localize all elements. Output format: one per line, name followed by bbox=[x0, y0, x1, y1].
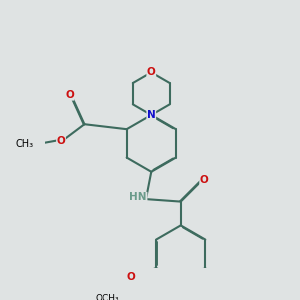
Text: N: N bbox=[147, 110, 156, 120]
Text: O: O bbox=[65, 90, 74, 100]
Text: O: O bbox=[127, 272, 136, 282]
Text: HN: HN bbox=[129, 192, 147, 202]
Text: O: O bbox=[57, 136, 65, 146]
Text: N: N bbox=[147, 110, 156, 120]
Text: OCH₃: OCH₃ bbox=[95, 294, 119, 300]
Text: O: O bbox=[147, 68, 156, 77]
Text: CH₃: CH₃ bbox=[16, 139, 34, 149]
Text: O: O bbox=[147, 68, 156, 77]
Text: O: O bbox=[200, 175, 208, 185]
